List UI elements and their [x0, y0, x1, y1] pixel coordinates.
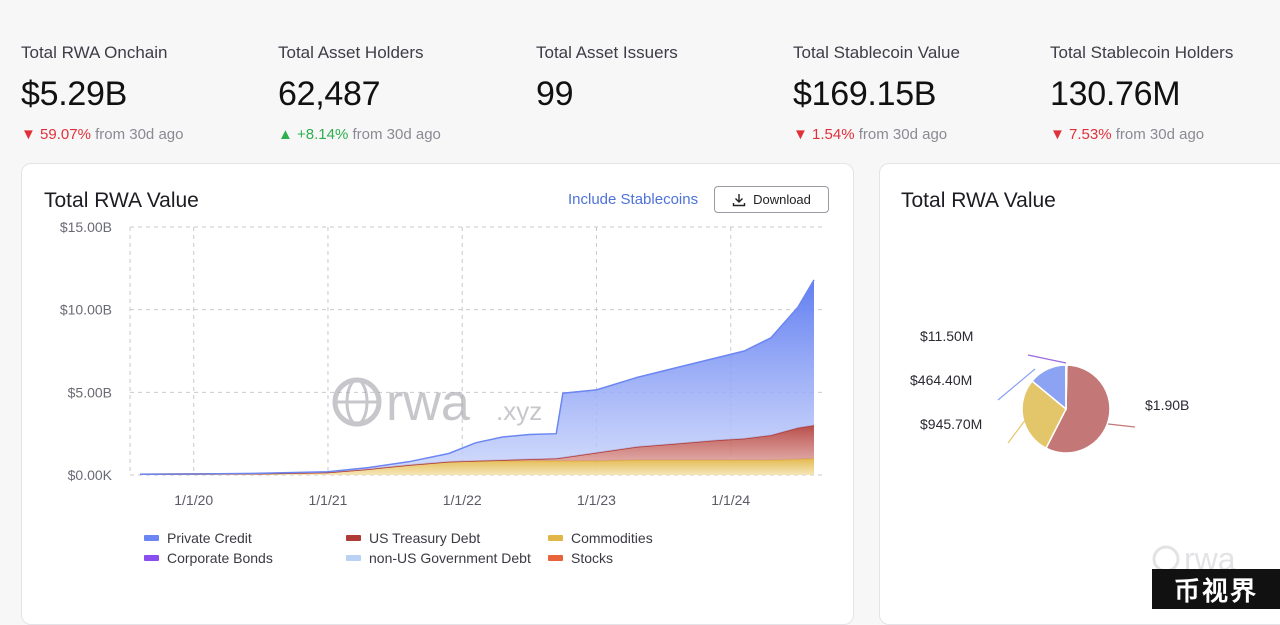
download-label: Download: [753, 192, 811, 207]
legend-item[interactable]: Corporate Bonds: [144, 550, 273, 566]
legend-item[interactable]: Commodities: [548, 530, 653, 546]
pie-slice: [1065, 364, 1068, 410]
stat-total-asset-holders: Total Asset Holders 62,487 ▲ +8.14% from…: [278, 44, 441, 144]
pie-slice-label: $11.50M: [920, 328, 974, 344]
rwa-value-pie-card: Total RWA Value $1.90B $945.70M $464.40M $1…: [879, 163, 1280, 625]
stat-total-stablecoin-value: Total Stablecoin Value $169.15B ▼ 1.54% …: [793, 44, 960, 144]
legend-label: Commodities: [571, 530, 653, 546]
legend-label: Stocks: [571, 550, 614, 566]
brand-badge: 币视界: [1152, 569, 1280, 609]
stat-change-suffix: from 30d ago: [1115, 126, 1205, 143]
pie-slice: [1044, 364, 1111, 454]
down-arrow-icon: ▼: [1050, 126, 1065, 143]
stat-label: Total Asset Issuers: [536, 43, 678, 62]
pie-slice-label: $464.40M: [910, 372, 973, 388]
area-chart: $0.00K $5.00B $10.00B $15.00B 1/1/20 1/1/21 1/…: [60, 219, 822, 508]
stat-change-pct: +8.14%: [297, 126, 349, 143]
stat-change: ▼ 59.07% from 30d ago: [21, 126, 183, 144]
stat-change-suffix: from 30d ago: [95, 126, 184, 143]
legend-item[interactable]: non-US Government Debt: [346, 550, 531, 566]
include-stablecoins-link[interactable]: Include Stablecoins: [568, 191, 699, 208]
y-tick-label: $10.00B: [60, 302, 112, 318]
stat-change-pct: 59.07%: [40, 126, 91, 143]
pie-leader-line: [997, 368, 1036, 401]
stat-label: Total Asset Holders: [278, 43, 424, 62]
pie-leader-line: [1107, 423, 1136, 428]
pie-chart: [997, 354, 1136, 454]
watermark-suffix: .xyz: [496, 396, 542, 426]
stat-label: Total RWA Onchain: [21, 43, 168, 62]
stat-change: ▲ +8.14% from 30d ago: [278, 126, 441, 144]
x-tick-label: 1/1/21: [308, 492, 347, 508]
legend-swatch: [346, 555, 361, 561]
stat-change-pct: 1.54%: [812, 126, 855, 143]
x-tick-label: 1/1/23: [577, 492, 616, 508]
legend-item[interactable]: Private Credit: [144, 530, 252, 546]
legend-label: non-US Government Debt: [369, 550, 531, 566]
legend-item[interactable]: US Treasury Debt: [346, 530, 480, 546]
legend-swatch: [144, 555, 159, 561]
pie-leader-line: [1027, 354, 1067, 364]
legend-item[interactable]: Stocks: [548, 550, 613, 566]
stat-label: Total Stablecoin Value: [793, 43, 960, 62]
watermark-text: rwa: [386, 374, 470, 432]
legend-swatch: [144, 535, 159, 541]
stat-value: $5.29B: [21, 75, 127, 113]
stat-value: 62,487: [278, 75, 381, 113]
area-us-treasury-debt: [140, 425, 814, 475]
y-tick-label: $15.00B: [60, 219, 112, 235]
chart-title: Total RWA Value: [44, 189, 199, 212]
down-arrow-icon: ▼: [793, 126, 808, 143]
legend-swatch: [548, 555, 563, 561]
stat-change: ▼ 7.53% from 30d ago: [1050, 126, 1233, 144]
stat-total-asset-issuers: Total Asset Issuers 99: [536, 43, 678, 113]
down-arrow-icon: ▼: [21, 126, 36, 143]
x-tick-label: 1/1/20: [174, 492, 213, 508]
pie-slice: [1021, 379, 1067, 450]
pie-title: Total RWA Value: [901, 189, 1056, 212]
legend-label: Private Credit: [167, 530, 252, 546]
x-tick-label: 1/1/24: [711, 492, 750, 508]
area-private-credit: [140, 279, 814, 475]
stat-value: $169.15B: [793, 75, 937, 113]
legend-swatch: [548, 535, 563, 541]
area-commodities: [140, 458, 814, 475]
up-arrow-icon: ▲: [278, 126, 293, 143]
download-button[interactable]: Download: [714, 186, 829, 213]
stat-value: 130.76M: [1050, 75, 1181, 113]
watermark-logo: rwa .xyz: [332, 374, 542, 432]
download-icon: [732, 193, 746, 206]
stat-change-pct: 7.53%: [1069, 126, 1112, 143]
pie-slice-label: $945.70M: [920, 416, 983, 432]
y-tick-label: $5.00B: [68, 384, 112, 400]
stat-value: 99: [536, 75, 574, 113]
stat-label: Total Stablecoin Holders: [1050, 43, 1234, 62]
pie-leader-line: [1007, 418, 1027, 444]
legend-swatch: [346, 535, 361, 541]
stat-change-suffix: from 30d ago: [858, 126, 948, 143]
stat-total-stablecoin-holders: Total Stablecoin Holders 130.76M ▼ 7.53%…: [1050, 44, 1233, 144]
stat-change-suffix: from 30d ago: [352, 126, 441, 143]
y-tick-label: $0.00K: [68, 467, 113, 483]
stat-total-rwa-onchain: Total RWA Onchain $5.29B ▼ 59.07% from 3…: [21, 44, 183, 144]
legend-label: Corporate Bonds: [167, 550, 273, 566]
pie-slice-label: $1.90B: [1145, 397, 1190, 413]
line-private-credit: [139, 279, 815, 475]
legend-label: US Treasury Debt: [369, 530, 481, 546]
stat-change: ▼ 1.54% from 30d ago: [793, 126, 960, 144]
rwa-value-chart-card: Total RWA Value Include Stablecoins Down…: [21, 163, 854, 625]
x-tick-label: 1/1/22: [443, 492, 482, 508]
